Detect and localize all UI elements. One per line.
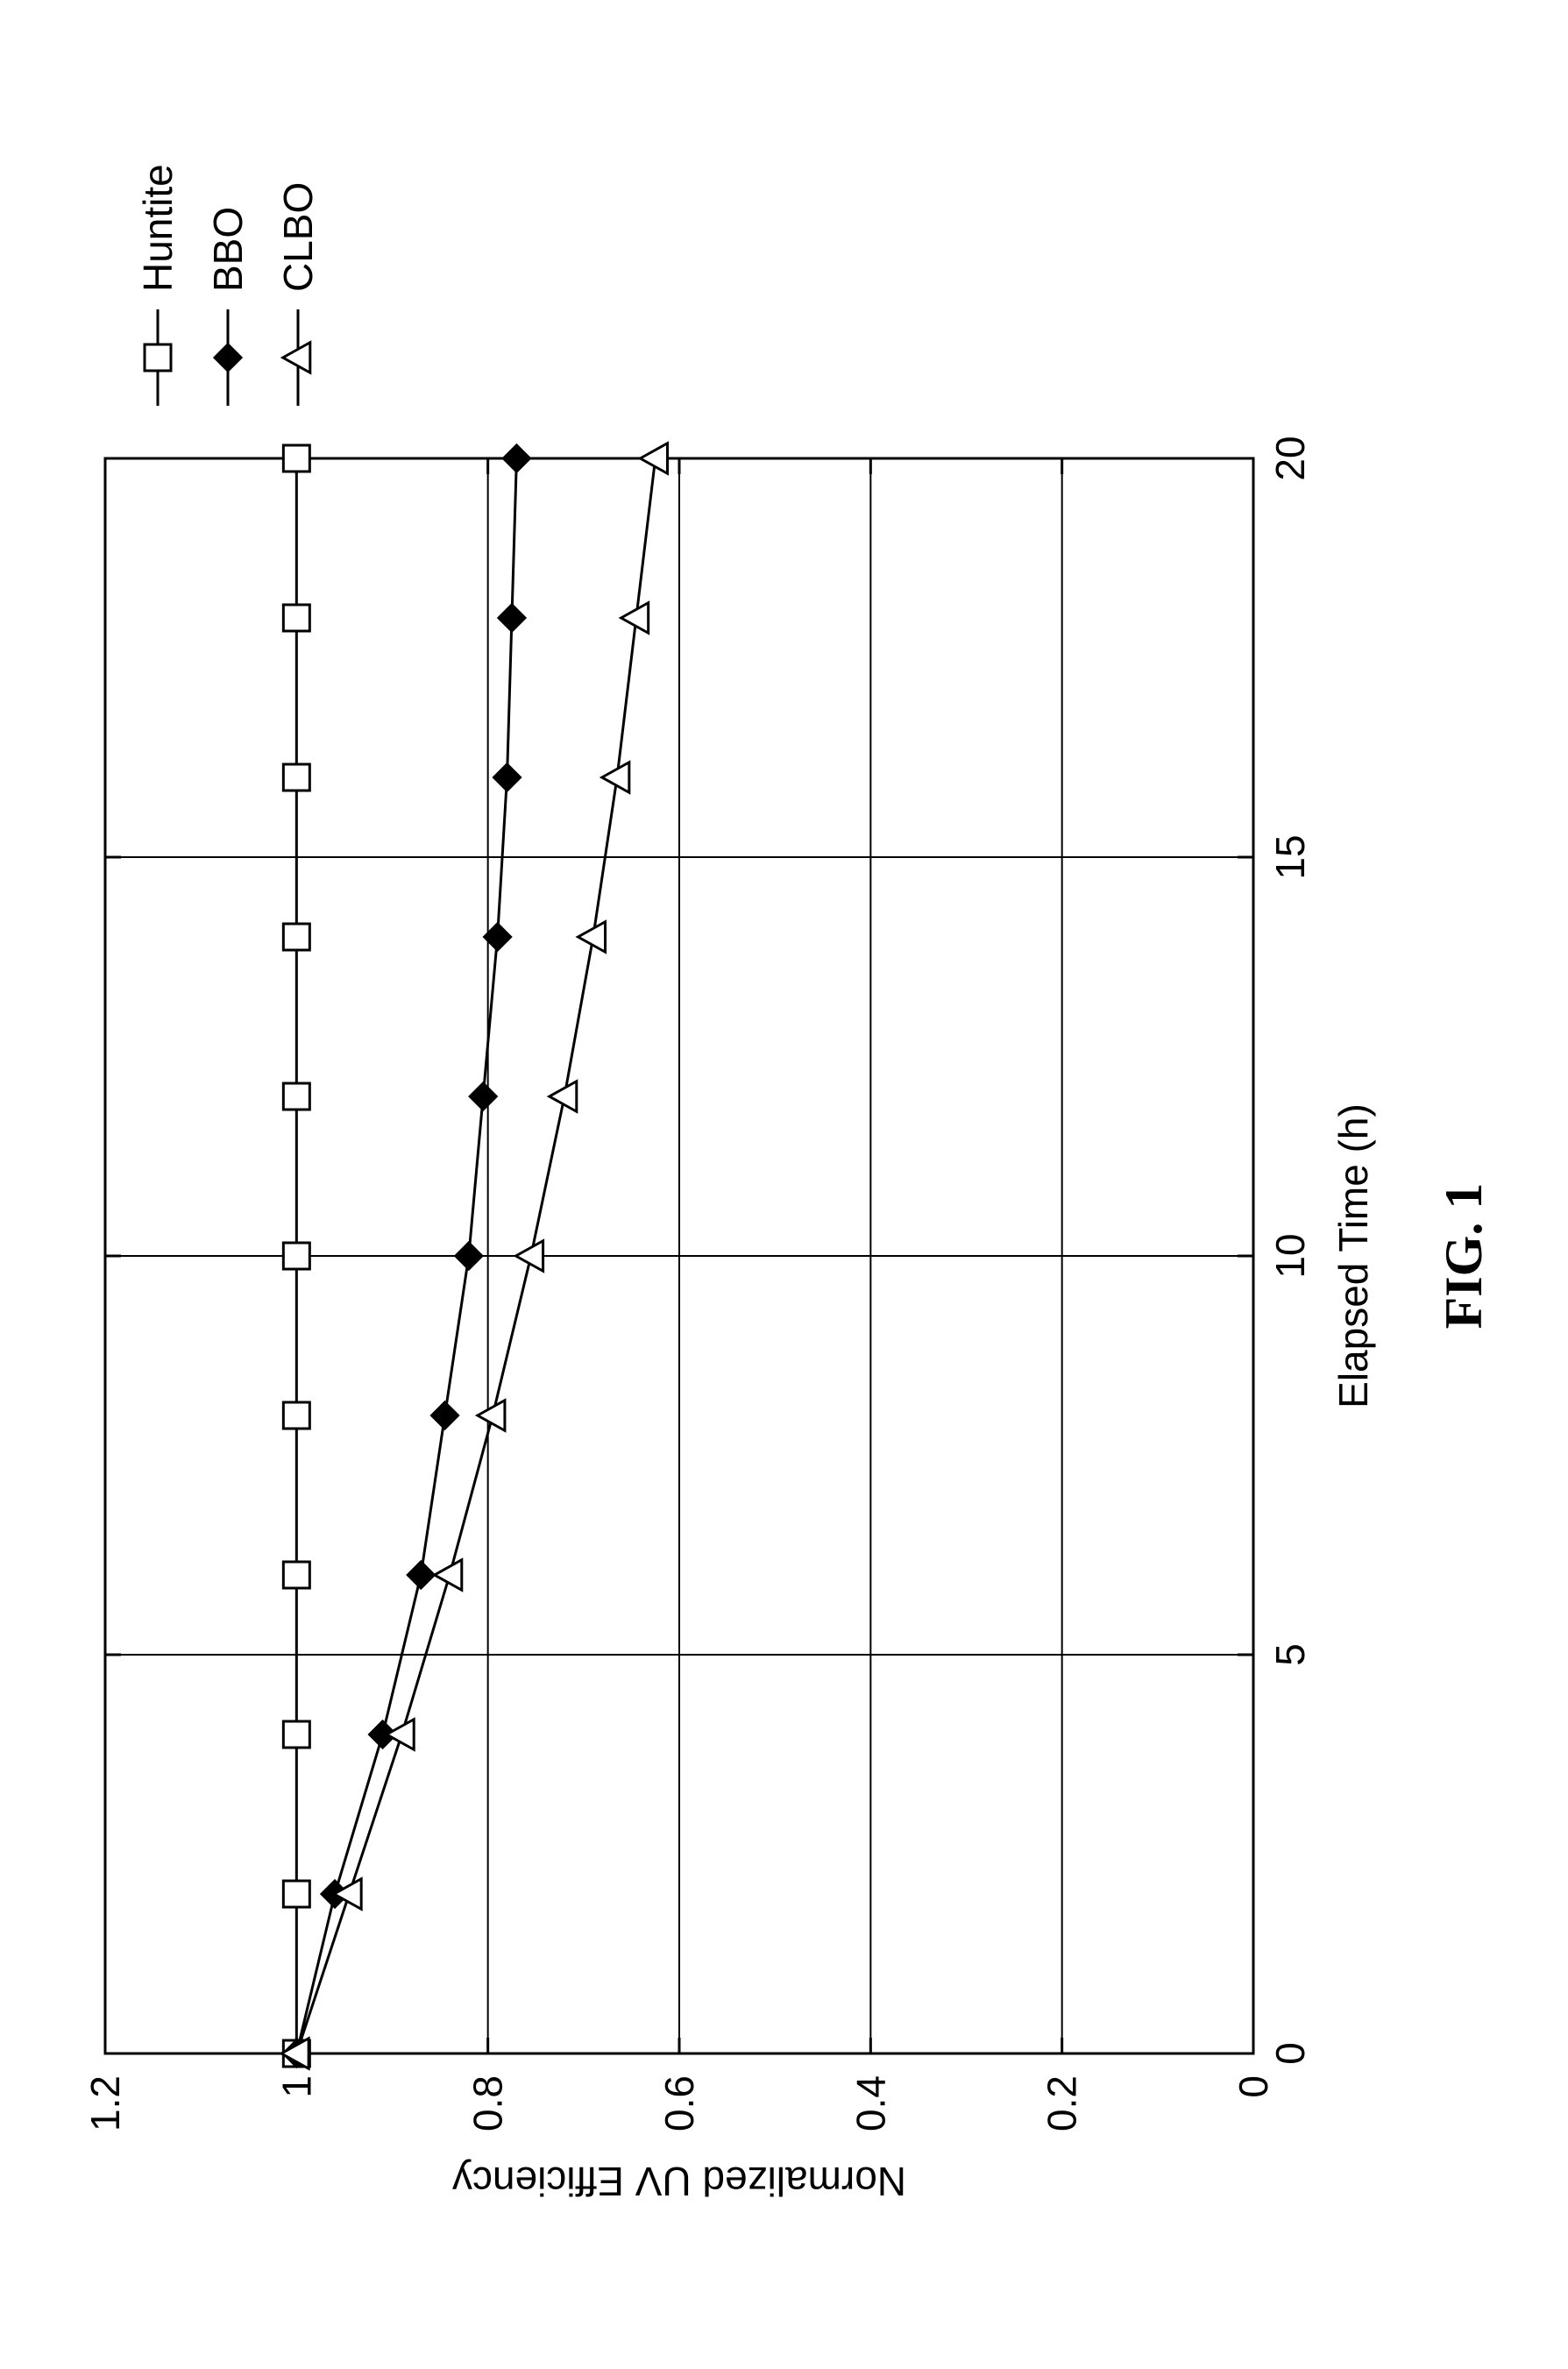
y-tick-label: 0 (1231, 2075, 1276, 2098)
page: 0 5 10 15 20 0 0.2 0.4 0.6 0.8 1 1.2 Elapsed Time (h… (0, 0, 1568, 2369)
x-tick-label: 0 (1267, 2042, 1313, 2065)
y-tick-label: 0.8 (465, 2075, 511, 2131)
legend-label-bbo: BBO (205, 207, 251, 292)
x-tick-label: 5 (1267, 1643, 1313, 1666)
y-tick-label: 1.2 (82, 2075, 128, 2131)
y-tick-label: 0.6 (656, 2075, 702, 2131)
landscape-container: 0 5 10 15 20 0 0.2 0.4 0.6 0.8 1 1.2 Elapsed Time (h… (0, 0, 1568, 2369)
y-axis-label: Normalized UV Efficiency (452, 2159, 906, 2204)
y-tick-label: 1 (273, 2075, 319, 2098)
legend-label-huntite: Huntite (135, 164, 181, 292)
x-tick-label: 15 (1267, 834, 1313, 879)
y-tick-label: 0.4 (848, 2075, 893, 2131)
figure-caption: FIG. 1 (1435, 1183, 1493, 1330)
x-tick-label: 20 (1267, 436, 1313, 480)
figure-1: 0 5 10 15 20 0 0.2 0.4 0.6 0.8 1 1.2 Elapsed Time (h… (0, 0, 1568, 2369)
x-tick-label: 10 (1267, 1233, 1313, 1278)
y-tick-label: 0.2 (1039, 2075, 1085, 2131)
x-axis-label: Elapsed Time (h) (1330, 1103, 1376, 1408)
legend-label-clbo: CLBO (275, 182, 321, 292)
chart-svg: 0 5 10 15 20 0 0.2 0.4 0.6 0.8 1 1.2 Elapsed Time (h… (0, 0, 1568, 2369)
